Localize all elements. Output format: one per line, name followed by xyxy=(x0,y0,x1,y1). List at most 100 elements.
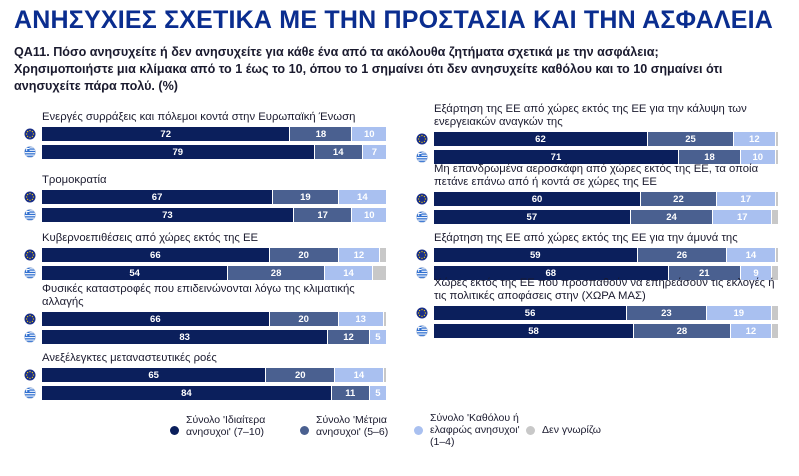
bar-segment-dk xyxy=(380,248,387,262)
bar-segment-not: 5 xyxy=(369,330,387,344)
eu-flag-icon xyxy=(416,133,428,145)
bar-row-eu27: 56 23 19 xyxy=(434,306,779,320)
legend-label-very: Σύνολο 'Ιδιαίτερα ανησυχοι' (7–10) xyxy=(186,414,266,438)
legend-label-dk: Δεν γνωρίζω xyxy=(542,424,601,436)
legend-dot-very xyxy=(170,426,179,435)
bar-segment-very: 71 xyxy=(434,150,679,164)
bar-segment-not: 5 xyxy=(369,386,387,400)
bar-segment-not: 10 xyxy=(352,208,387,222)
bar-segment-moderately: 20 xyxy=(269,248,339,262)
bar-segment-not: 14 xyxy=(324,266,374,280)
eu-flag-icon xyxy=(24,369,36,381)
item-label: Ενεργές συρράξεις και πόλεμοι κοντά στην… xyxy=(42,111,356,123)
bar-segment-very: 68 xyxy=(434,266,669,280)
greece-flag-icon xyxy=(24,267,36,279)
bar-segment-not: 10 xyxy=(741,150,776,164)
question-text: QA11. Πόσο ανησυχείτε ή δεν ανησυχείτε γ… xyxy=(14,45,723,93)
bar-segment-not: 12 xyxy=(730,324,773,338)
bar-row-greece: 71 18 10 xyxy=(434,150,779,164)
eu-flag-icon xyxy=(416,249,428,261)
bar-segment-moderately: 23 xyxy=(627,306,707,320)
bar-segment-moderately: 18 xyxy=(290,127,353,141)
bar-row-greece: 84 11 5 xyxy=(42,386,387,400)
bar-segment-dk xyxy=(775,150,779,164)
bar-segment-very: 62 xyxy=(434,132,648,146)
bar-segment-moderately: 26 xyxy=(637,248,728,262)
bar-segment-very: 79 xyxy=(42,145,315,159)
legend-dot-moderately xyxy=(300,426,309,435)
item-label: Εξάρτηση της ΕΕ από χώρες εκτός της ΕΕ γ… xyxy=(434,103,747,128)
bar-row-greece: 57 24 17 xyxy=(434,210,779,224)
bar-segment-moderately: 18 xyxy=(678,150,742,164)
eu-flag-icon xyxy=(416,193,428,205)
bar-segment-moderately: 22 xyxy=(641,192,717,206)
bar-segment-moderately: 20 xyxy=(266,368,336,382)
bar-segment-dk xyxy=(775,248,779,262)
bar-row-eu27: 66 20 12 xyxy=(42,248,387,262)
bar-segment-moderately: 20 xyxy=(269,312,339,326)
bar-segment-not: 14 xyxy=(335,368,384,382)
bar-row-greece: 83 12 5 xyxy=(42,330,387,344)
bar-segment-moderately: 12 xyxy=(328,330,370,344)
bar-segment-moderately: 24 xyxy=(630,210,714,224)
bar-row-eu27: 60 22 17 xyxy=(434,192,779,206)
bar-segment-very: 83 xyxy=(42,330,329,344)
page-title: ΑΝΗΣΥΧΙΕΣ ΣΧΕΤΙΚΑ ΜΕ ΤΗΝ ΠΡΟΣΤΑΣΙΑ ΚΑΙ Τ… xyxy=(14,6,773,34)
bar-segment-dk xyxy=(775,132,779,146)
greece-flag-icon xyxy=(416,151,428,163)
bar-segment-very: 59 xyxy=(434,248,638,262)
bar-segment-moderately: 11 xyxy=(331,386,370,400)
bar-segment-very: 67 xyxy=(42,190,274,204)
bar-row-greece: 68 21 9 xyxy=(434,266,779,280)
bar-segment-very: 72 xyxy=(42,127,291,141)
eu-flag-icon xyxy=(24,191,36,203)
greece-flag-icon xyxy=(24,146,36,158)
bar-segment-dk xyxy=(772,306,779,320)
bar-segment-not: 9 xyxy=(741,266,773,280)
item-label: Κυβερνοεπιθέσεις από χώρες εκτός της ΕΕ xyxy=(42,232,259,244)
bar-segment-very: 56 xyxy=(434,306,628,320)
bar-segment-moderately: 25 xyxy=(647,132,735,146)
bar-segment-not: 10 xyxy=(352,127,387,141)
bar-segment-dk xyxy=(772,210,779,224)
bar-segment-moderately: 17 xyxy=(293,208,353,222)
item-label: Μη επανδρωμένα αεροσκάφη από χώρες εκτός… xyxy=(434,163,759,188)
item-label: Εξάρτηση της ΕΕ από χώρες εκτός της ΕΕ γ… xyxy=(434,232,738,244)
bar-segment-moderately: 21 xyxy=(668,266,742,280)
bar-segment-very: 65 xyxy=(42,368,267,382)
bar-segment-not: 7 xyxy=(362,145,387,159)
eu-flag-icon xyxy=(24,128,36,140)
bar-row-eu27: 66 20 13 xyxy=(42,312,387,326)
bar-segment-not: 13 xyxy=(338,312,384,326)
bar-row-eu27: 62 25 12 xyxy=(434,132,779,146)
bar-segment-very: 66 xyxy=(42,312,270,326)
bar-segment-very: 60 xyxy=(434,192,641,206)
bar-segment-very: 84 xyxy=(42,386,332,400)
item-label: Τρομοκρατία xyxy=(42,174,107,186)
bar-segment-dk xyxy=(775,192,779,206)
bar-segment-moderately: 14 xyxy=(314,145,363,159)
bar-segment-dk xyxy=(383,312,387,326)
bar-segment-very: 54 xyxy=(42,266,229,280)
item-label: Χώρες εκτός της ΕΕ που προσπαθούν να επη… xyxy=(434,277,775,302)
greece-flag-icon xyxy=(24,209,36,221)
greece-flag-icon xyxy=(416,211,428,223)
bar-segment-not: 19 xyxy=(706,306,773,320)
bar-segment-moderately: 28 xyxy=(634,324,731,338)
greece-flag-icon xyxy=(24,331,36,343)
item-label: Φυσικές καταστροφές που επιδεινώνονται λ… xyxy=(42,283,355,308)
bar-row-greece: 79 14 7 xyxy=(42,145,387,159)
bar-segment-dk xyxy=(373,266,387,280)
bar-row-greece: 54 28 14 xyxy=(42,266,387,280)
bar-segment-not: 12 xyxy=(734,132,776,146)
greece-flag-icon xyxy=(416,325,428,337)
bar-segment-moderately: 28 xyxy=(228,266,325,280)
greece-flag-icon xyxy=(24,387,36,399)
bar-row-eu27: 72 18 10 xyxy=(42,127,387,141)
legend-dot-not xyxy=(414,426,423,435)
legend-label-not: Σύνολο 'Καθόλου ή ελαφρώς ανησυχοι' (1–4… xyxy=(430,412,520,448)
eu-flag-icon xyxy=(416,307,428,319)
bar-row-greece: 73 17 10 xyxy=(42,208,387,222)
bar-segment-not: 12 xyxy=(338,248,381,262)
bar-segment-not: 17 xyxy=(713,210,773,224)
